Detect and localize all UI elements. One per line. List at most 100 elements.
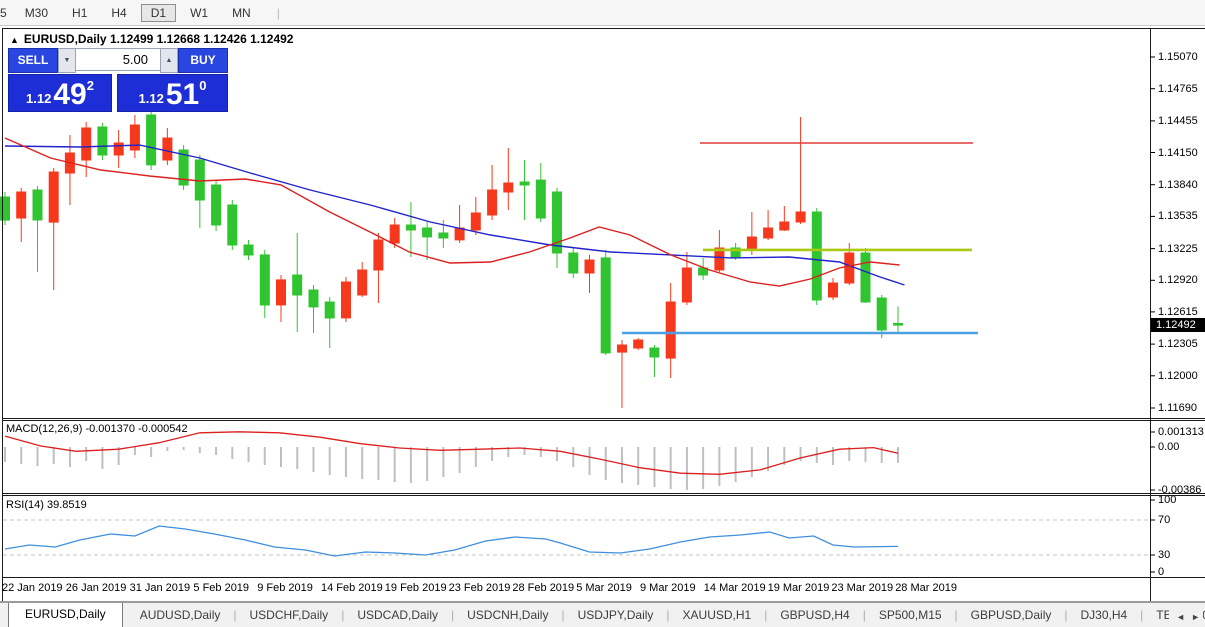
- price-axis-label: 1.11690: [1158, 401, 1197, 414]
- price-axis-label: 1.14455: [1158, 114, 1198, 127]
- tab-separator: |: [1064, 608, 1068, 622]
- date-axis-label: 14 Mar 2019: [703, 582, 766, 594]
- chart-tab-sp500-m15[interactable]: SP500,M15: [878, 608, 942, 622]
- date-axis[interactable]: 22 Jan 2019 26 Jan 2019 31 Jan 2019 5 Feb 2…: [0, 578, 1150, 601]
- chart-ohlc: 1.12499 1.12668 1.12426 1.12492: [109, 32, 294, 46]
- price-axis-label: 1.12000: [1158, 369, 1198, 382]
- panel-borders: [0, 25, 1205, 602]
- ma-fast-line: [4, 137, 900, 287]
- price-axis[interactable]: 1.15070 1.14765 1.14455 1.14150 1.13840 1.135…: [1151, 28, 1205, 601]
- sell-button[interactable]: SELL: [8, 48, 58, 73]
- buy-price-big: 51: [165, 78, 200, 111]
- chart-tab-usdcnh-daily[interactable]: USDCNH,Daily: [467, 608, 549, 622]
- tab-separator: |: [764, 608, 768, 622]
- date-axis-label: 9 Feb 2019: [257, 582, 313, 594]
- chart-tab-gbpusd-daily[interactable]: GBPUSD,Daily: [970, 608, 1052, 622]
- tab-separator: |: [233, 608, 237, 622]
- timeframe-button-d1[interactable]: D1: [140, 3, 177, 22]
- chart-tab-eurusd-daily[interactable]: EURUSD,Daily: [8, 603, 123, 627]
- tab-separator: |: [862, 608, 866, 622]
- date-axis-label: 14 Feb 2019: [321, 582, 383, 594]
- rsi-axis-label: 0: [1158, 566, 1165, 578]
- date-axis-label: 5 Mar 2019: [576, 582, 632, 594]
- sell-price-big: 49: [53, 78, 87, 111]
- date-axis-label: 23 Mar 2019: [831, 582, 894, 594]
- volume-input[interactable]: 5.00: [75, 48, 161, 71]
- buy-price-prefix: 1.12: [138, 91, 164, 106]
- tab-separator: |: [451, 608, 455, 622]
- tab-separator: |: [1140, 608, 1144, 622]
- chart-tab-usdchf-daily[interactable]: USDCHF,Daily: [249, 608, 329, 622]
- chart-tab-xauusd-h1[interactable]: XAUUSD,H1: [682, 608, 752, 622]
- rsi-axis-label: 30: [1158, 549, 1171, 561]
- rsi-indicator-label: RSI(14) 39.8519: [6, 499, 87, 511]
- price-axis-label: 1.12615: [1158, 305, 1198, 318]
- date-axis-label: 28 Mar 2019: [895, 582, 957, 594]
- chart-tab-usdjpy-daily[interactable]: USDJPY,Daily: [577, 608, 654, 622]
- chart-tab-bar: EURUSD,Daily AUDUSD,Daily | USDCHF,Daily | US…: [0, 602, 1205, 627]
- chart-tab-dj30-h4[interactable]: DJ30,H4: [1080, 608, 1128, 622]
- candlesticks: [0, 112, 903, 408]
- price-axis-label: 1.12920: [1158, 274, 1198, 287]
- volume-decrease-button[interactable]: ▼: [58, 48, 76, 73]
- volume-increase-button[interactable]: ▲: [160, 48, 178, 73]
- date-axis-label: 19 Mar 2019: [767, 582, 830, 594]
- date-axis-label: 31 Jan 2019: [129, 582, 191, 594]
- date-axis-label: 5 Feb 2019: [193, 582, 250, 594]
- date-axis-label: 22 Jan 2019: [2, 582, 63, 594]
- macd-indicator-label: MACD(12,26,9) -0.001370 -0.000542: [6, 423, 188, 435]
- macd-axis-label: 0.00: [1158, 441, 1180, 453]
- tab-separator: |: [341, 608, 345, 622]
- tab-scroll-arrows: ◄ ►: [1169, 609, 1203, 623]
- date-axis-label: 19 Feb 2019: [384, 582, 447, 594]
- chart-tab-gbpusd-h4[interactable]: GBPUSD,H4: [780, 608, 850, 622]
- tab-separator: |: [954, 608, 958, 622]
- buy-price-box[interactable]: 1.12 51 0: [117, 74, 228, 112]
- timeframe-button-h4[interactable]: H4: [111, 5, 127, 20]
- price-axis-label: 1.12305: [1158, 338, 1198, 351]
- price-axis-label: 1.13225: [1158, 242, 1198, 255]
- toolbar-separator: |: [276, 5, 280, 20]
- date-axis-label: 9 Mar 2019: [640, 582, 696, 594]
- chart-header: ▲ EURUSD,Daily 1.12499 1.12668 1.12426 1.…: [10, 32, 293, 46]
- price-axis-label: 1.13840: [1158, 178, 1198, 191]
- rsi-axis-label: 100: [1158, 494, 1177, 506]
- sell-price-prefix: 1.12: [26, 91, 52, 106]
- price-axis-label: 1.13535: [1158, 210, 1198, 223]
- collapse-icon[interactable]: ▲: [10, 35, 19, 45]
- timeframe-button-h1[interactable]: H1: [72, 5, 88, 20]
- date-axis-label: 23 Feb 2019: [448, 582, 511, 594]
- rsi-axis-label: 70: [1158, 514, 1171, 526]
- rsi-level-lines: [3, 519, 1150, 556]
- tab-separator: |: [561, 608, 565, 622]
- date-axis-label: 26 Jan 2019: [65, 582, 127, 594]
- chart-symbol: EURUSD,Daily: [23, 32, 107, 46]
- price-axis-label: 1.14150: [1158, 146, 1198, 159]
- macd-axis-label: 0.001313: [1158, 426, 1204, 438]
- sell-price-pip: 2: [86, 78, 94, 93]
- chart-tab-audusd-daily[interactable]: AUDUSD,Daily: [139, 608, 221, 622]
- buy-button[interactable]: BUY: [178, 48, 228, 73]
- tab-scroll-left-button[interactable]: ◄: [1176, 612, 1186, 622]
- timeframe-button-m30[interactable]: M30: [24, 5, 49, 20]
- price-axis-label: 1.14765: [1158, 82, 1198, 95]
- macd-axis-label: -0.00386: [1158, 484, 1202, 496]
- timeframe-button-5[interactable]: 5: [0, 5, 7, 20]
- chart-tab-usdcad-daily[interactable]: USDCAD,Daily: [357, 608, 438, 622]
- rsi-line: [4, 525, 899, 557]
- buy-price-pip: 0: [199, 78, 207, 93]
- macd-signal-line: [4, 431, 899, 475]
- date-axis-label: 28 Feb 2019: [512, 582, 575, 594]
- tab-scroll-right-button[interactable]: ►: [1191, 612, 1200, 622]
- current-price-tag: 1.12492: [1151, 317, 1205, 332]
- tab-separator: |: [666, 608, 670, 622]
- timeframe-button-w1[interactable]: W1: [190, 5, 209, 20]
- timeframe-toolbar: 5 M30 H1 H4 D1 W1 MN |: [0, 0, 1205, 25]
- axis-ticks: [1150, 56, 1155, 573]
- timeframe-button-mn[interactable]: MN: [232, 5, 251, 20]
- sell-price-box[interactable]: 1.12 49 2: [8, 74, 112, 112]
- ma-slow-line: [4, 144, 905, 286]
- price-axis-label: 1.15070: [1158, 51, 1198, 63]
